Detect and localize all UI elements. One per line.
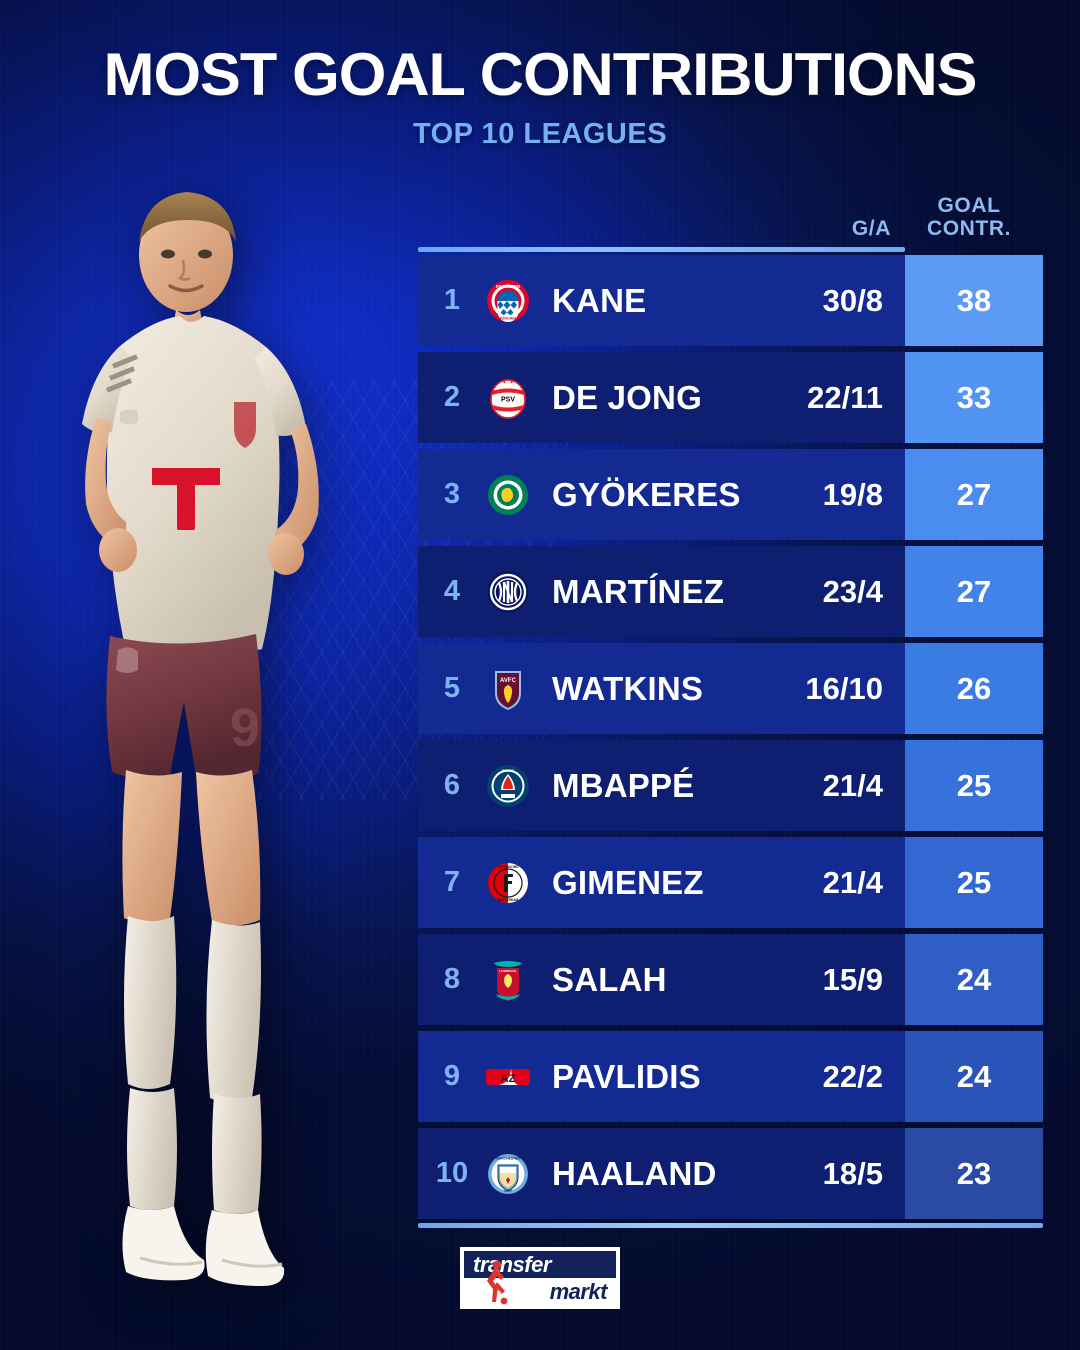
goal-contributions-cell: 25 <box>905 837 1043 928</box>
rank-cell: 6 <box>443 769 461 801</box>
rank-cell: 5 <box>443 672 461 704</box>
sporting-cp-crest <box>486 473 530 517</box>
ranking-table: G/A GOAL CONTR. 1 KANE 30/8 38 2 DE JONG 22/11… <box>418 175 1043 1228</box>
table-row[interactable]: 9 PAVLIDIS 22/2 24 <box>418 1031 1043 1122</box>
goal-contr-label-line2: CONTR. <box>926 217 1012 241</box>
row-main-cells: 4 MARTÍNEZ 23/4 <box>418 546 905 637</box>
table-row[interactable]: 2 DE JONG 22/11 33 <box>418 352 1043 443</box>
liverpool-crest <box>486 958 530 1002</box>
bayern-munich-crest <box>486 279 530 323</box>
rank-cell: 3 <box>443 478 461 510</box>
goal-contr-label-line1: GOAL <box>937 193 1001 217</box>
player-name-cell: SALAH <box>552 960 667 998</box>
table-row[interactable]: 3 GYÖKERES 19/8 27 <box>418 449 1043 540</box>
player-name-cell: GYÖKERES <box>552 475 741 513</box>
row-main-cells: 3 GYÖKERES 19/8 <box>418 449 905 540</box>
transfermarkt-logo[interactable]: transfer markt <box>460 1247 620 1309</box>
goal-contributions-cell: 27 <box>905 449 1043 540</box>
row-main-cells: 7 GIMENEZ 21/4 <box>418 837 905 928</box>
row-main-cells: 1 KANE 30/8 <box>418 255 905 346</box>
aston-villa-crest <box>486 667 530 711</box>
page-title: MOST GOAL CONTRIBUTIONS <box>103 41 977 108</box>
page-subtitle: TOP 10 LEAGUES <box>412 118 668 151</box>
header: MOST GOAL CONTRIBUTIONS TOP 10 LEAGUES <box>0 44 1080 151</box>
goals-assists-cell: 22/2 <box>822 1058 883 1094</box>
goals-assists-cell: 15/9 <box>822 961 883 997</box>
goals-assists-cell: 23/4 <box>822 573 883 609</box>
table-header: G/A GOAL CONTR. <box>418 175 1043 247</box>
rank-cell: 9 <box>443 1060 461 1092</box>
player-name-cell: WATKINS <box>552 669 704 707</box>
logo-text-markt: markt <box>549 1278 608 1304</box>
player-photo-harry-kane: 9 <box>82 192 319 1286</box>
goal-contributions-cell: 25 <box>905 740 1043 831</box>
man-city-crest <box>486 1152 530 1196</box>
table-row[interactable]: 4 MARTÍNEZ 23/4 27 <box>418 546 1043 637</box>
table-row[interactable]: 10 HAALAND 18/5 23 <box>418 1128 1043 1219</box>
goals-assists-cell: 21/4 <box>822 864 883 900</box>
row-main-cells: 6 MBAPPÉ 21/4 <box>418 740 905 831</box>
row-main-cells: 10 HAALAND 18/5 <box>418 1128 905 1219</box>
column-header-goal-contributions: GOAL CONTR. <box>899 194 1039 241</box>
footer: transfer markt <box>0 1247 1080 1309</box>
rank-cell: 10 <box>435 1157 469 1189</box>
goal-contributions-cell: 24 <box>905 1031 1043 1122</box>
feyenoord-crest <box>486 861 530 905</box>
goals-assists-cell: 18/5 <box>822 1155 883 1191</box>
rank-cell: 7 <box>443 866 461 898</box>
player-name-cell: PAVLIDIS <box>552 1057 701 1095</box>
goals-assists-cell: 30/8 <box>822 282 883 318</box>
svg-text:9: 9 <box>230 698 260 758</box>
table-row[interactable]: 1 KANE 30/8 38 <box>418 255 1043 346</box>
table-top-rule <box>418 247 905 252</box>
player-name-cell: KANE <box>552 281 647 319</box>
row-main-cells: 2 DE JONG 22/11 <box>418 352 905 443</box>
table-row[interactable]: 7 GIMENEZ 21/4 25 <box>418 837 1043 928</box>
rank-cell: 1 <box>443 284 461 316</box>
rank-cell: 8 <box>443 963 461 995</box>
table-row[interactable]: 8 SALAH 15/9 24 <box>418 934 1043 1025</box>
player-name-cell: MARTÍNEZ <box>552 572 725 610</box>
player-name-cell: HAALAND <box>552 1154 717 1192</box>
player-name-cell: DE JONG <box>552 378 702 416</box>
psg-crest <box>486 764 530 808</box>
player-name-cell: MBAPPÉ <box>552 766 695 804</box>
table-rows: 1 KANE 30/8 38 2 DE JONG 22/11 33 3 GYÖKERES 19/8 2… <box>418 255 1043 1219</box>
goal-contributions-cell: 24 <box>905 934 1043 1025</box>
row-main-cells: 9 PAVLIDIS 22/2 <box>418 1031 905 1122</box>
goal-contributions-cell: 27 <box>905 546 1043 637</box>
goal-contributions-cell: 33 <box>905 352 1043 443</box>
goals-assists-cell: 22/11 <box>807 379 883 415</box>
goal-contributions-cell: 38 <box>905 255 1043 346</box>
goal-contributions-cell: 23 <box>905 1128 1043 1219</box>
rank-cell: 4 <box>443 575 461 607</box>
row-main-cells: 8 SALAH 15/9 <box>418 934 905 1025</box>
az-alkmaar-crest <box>486 1055 530 1099</box>
row-main-cells: 5 WATKINS 16/10 <box>418 643 905 734</box>
goal-contributions-cell: 26 <box>905 643 1043 734</box>
logo-player-figure-icon <box>487 1260 508 1305</box>
psv-crest <box>486 376 530 420</box>
table-bottom-rule <box>418 1223 1043 1228</box>
goals-assists-cell: 19/8 <box>822 476 883 512</box>
column-header-ga: G/A <box>851 217 891 241</box>
goals-assists-cell: 21/4 <box>822 767 883 803</box>
table-row[interactable]: 5 WATKINS 16/10 26 <box>418 643 1043 734</box>
inter-milan-crest <box>486 570 530 614</box>
table-row[interactable]: 6 MBAPPÉ 21/4 25 <box>418 740 1043 831</box>
rank-cell: 2 <box>443 381 461 413</box>
player-name-cell: GIMENEZ <box>552 863 704 901</box>
goals-assists-cell: 16/10 <box>805 670 883 706</box>
